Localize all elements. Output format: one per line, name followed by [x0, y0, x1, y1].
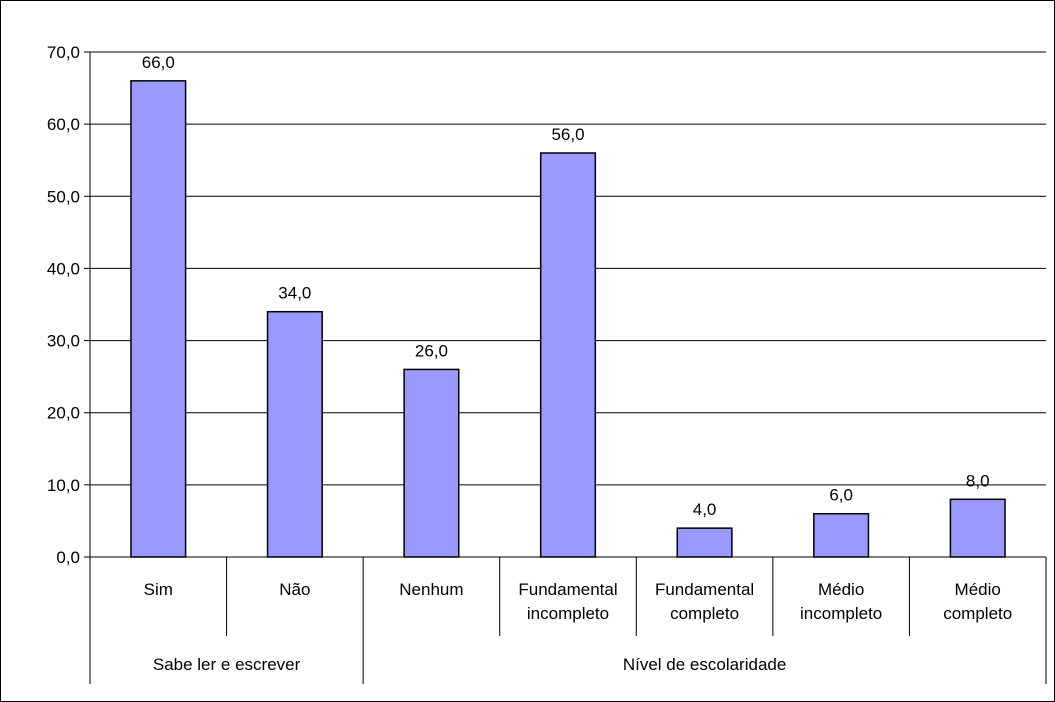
data-label: 26,0 — [415, 341, 448, 360]
category-label: Fundamental completo — [655, 580, 754, 623]
y-tick-label: 50,0 — [47, 187, 80, 206]
data-label: 34,0 — [278, 284, 311, 303]
y-tick-label: 10,0 — [47, 476, 80, 495]
bar — [539, 152, 597, 558]
data-label: 56,0 — [551, 125, 584, 144]
y-tick-label: 60,0 — [47, 115, 80, 134]
category-label: Não — [279, 580, 310, 599]
category-axis: Sim Não Nenhum Fundamental incompleto Fundame… — [89, 556, 1047, 684]
category-label: Sim — [144, 580, 173, 599]
bar — [266, 310, 323, 558]
y-axis-ticks: 0,0 10,0 20,0 30,0 40,0 50,0 60,0 70,0 — [47, 43, 91, 567]
category-label: Nenhum — [399, 580, 463, 599]
bar — [813, 512, 870, 558]
category-label: Fundamental incompleto — [518, 580, 617, 623]
bar — [403, 368, 460, 558]
group-label: Sabe ler e escrever — [153, 655, 301, 674]
y-tick-label: 40,0 — [47, 259, 80, 278]
data-label: 4,0 — [693, 500, 717, 519]
data-label: 6,0 — [829, 486, 853, 505]
bar — [130, 80, 187, 558]
category-label: Médio incompleto — [800, 580, 882, 623]
data-labels: 66,0 34,0 26,0 56,0 4,0 6,0 8,0 — [142, 53, 990, 519]
group-label: Nível de escolaridade — [623, 655, 786, 674]
bar — [676, 527, 733, 558]
data-label: 66,0 — [142, 53, 175, 72]
bar — [949, 498, 1006, 558]
y-tick-label: 20,0 — [47, 404, 80, 423]
y-tick-label: 30,0 — [47, 332, 80, 351]
y-tick-label: 70,0 — [47, 43, 80, 62]
category-label: Médio completo — [943, 580, 1012, 623]
data-label: 8,0 — [966, 471, 990, 490]
y-tick-label: 0,0 — [56, 548, 80, 567]
